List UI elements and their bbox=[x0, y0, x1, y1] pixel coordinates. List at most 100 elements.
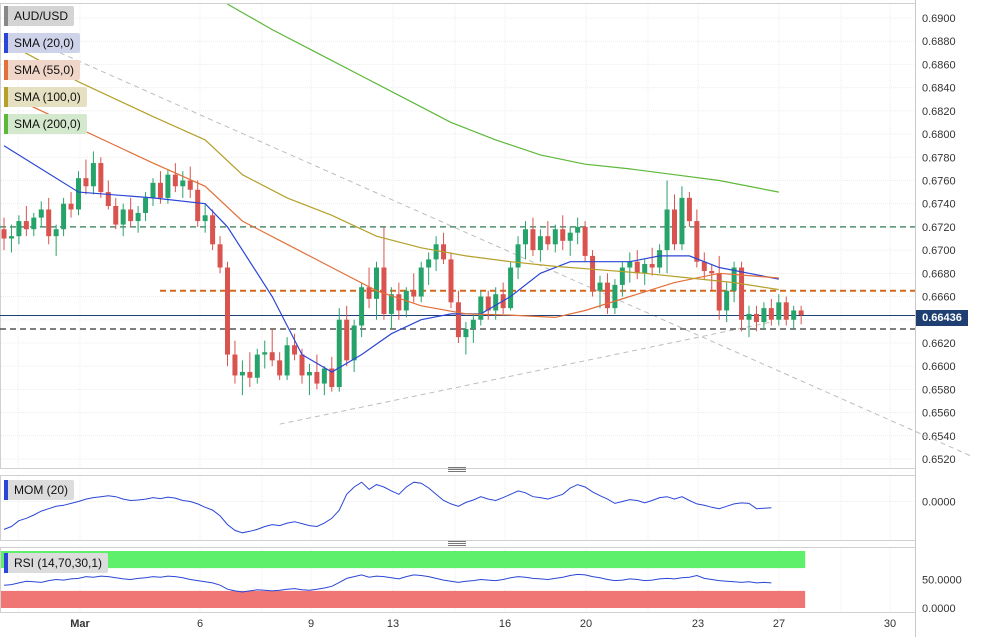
candle-body bbox=[731, 267, 737, 291]
candle bbox=[768, 298, 774, 326]
candle bbox=[83, 159, 89, 195]
candle-body bbox=[523, 229, 528, 245]
candle-body bbox=[262, 352, 268, 355]
candle-body bbox=[448, 259, 454, 303]
candle bbox=[701, 252, 707, 280]
candle bbox=[68, 192, 74, 218]
candle bbox=[724, 282, 730, 323]
candle-body bbox=[612, 284, 618, 309]
candle bbox=[329, 356, 335, 392]
candle bbox=[791, 305, 797, 330]
candle-body bbox=[537, 236, 543, 251]
candle-body bbox=[90, 163, 96, 187]
candle-body bbox=[582, 226, 588, 256]
y-tick-label: 0.6740 bbox=[922, 199, 956, 211]
candle-body bbox=[724, 290, 730, 311]
pane-resize-handle-2[interactable] bbox=[448, 541, 466, 546]
candle-body bbox=[46, 209, 52, 237]
candle bbox=[321, 366, 327, 396]
candle bbox=[433, 236, 439, 271]
y-tick-label: 0.6900 bbox=[922, 13, 956, 25]
symbol-label[interactable]: AUD/USD bbox=[4, 6, 75, 26]
candle-body bbox=[552, 229, 558, 245]
sma100-swatch bbox=[4, 87, 8, 107]
candle bbox=[776, 294, 782, 326]
candle-body bbox=[292, 345, 298, 355]
candle bbox=[746, 305, 752, 338]
candle-body bbox=[232, 354, 238, 376]
candle-body bbox=[619, 267, 625, 285]
rsi-line bbox=[3, 573, 772, 593]
legend-sma20-text: SMA (20,0) bbox=[14, 36, 75, 50]
candle bbox=[61, 197, 67, 237]
candle bbox=[165, 168, 171, 204]
candle bbox=[560, 215, 566, 251]
candle bbox=[783, 296, 789, 326]
mom-swatch bbox=[4, 480, 8, 500]
legend-sma55[interactable]: SMA (55,0) bbox=[4, 60, 81, 80]
candle-body bbox=[426, 259, 432, 268]
candle bbox=[761, 302, 767, 330]
legend-rsi[interactable]: RSI (14,70,30,1) bbox=[4, 553, 109, 573]
candle-body bbox=[381, 267, 387, 314]
candle-body bbox=[672, 209, 677, 245]
legend-sma20[interactable]: SMA (20,0) bbox=[4, 33, 81, 53]
candle bbox=[247, 352, 253, 388]
y-tick-label: 0.6620 bbox=[922, 338, 956, 350]
candle-body bbox=[351, 325, 357, 361]
candle-body bbox=[396, 294, 402, 311]
candle bbox=[694, 209, 700, 268]
candle-body bbox=[269, 352, 275, 361]
candle bbox=[232, 340, 238, 384]
candle bbox=[120, 203, 126, 237]
candle bbox=[567, 226, 573, 256]
candle-body bbox=[277, 360, 283, 376]
x-tick-label: 9 bbox=[308, 618, 314, 630]
candle-body bbox=[329, 368, 335, 388]
y-tick-label: 0.6540 bbox=[922, 431, 956, 443]
candle bbox=[709, 264, 715, 291]
candle bbox=[649, 247, 655, 276]
y-tick-label: 0.6560 bbox=[922, 408, 956, 420]
candle bbox=[366, 267, 372, 309]
candle-body bbox=[590, 255, 596, 291]
candle-body bbox=[284, 345, 290, 376]
candle bbox=[172, 163, 178, 193]
x-tick-label: 23 bbox=[692, 618, 704, 630]
legend-mom[interactable]: MOM (20) bbox=[4, 480, 74, 500]
rsi-oversold-band bbox=[1, 590, 806, 608]
mom-y-tick-label: 0.0000 bbox=[922, 496, 956, 508]
symbol-text: AUD/USD bbox=[14, 9, 69, 23]
candle bbox=[210, 209, 216, 251]
candle-body bbox=[418, 267, 424, 297]
candle bbox=[463, 322, 469, 355]
rsi-swatch bbox=[4, 553, 8, 573]
sma20-swatch bbox=[4, 33, 8, 53]
candle bbox=[1, 217, 7, 251]
symbol-swatch bbox=[4, 6, 8, 26]
candle-body bbox=[202, 215, 208, 222]
pane-resize-handle-1[interactable] bbox=[448, 467, 466, 472]
candle-body bbox=[336, 319, 342, 388]
candle bbox=[396, 282, 402, 320]
candle bbox=[582, 221, 588, 262]
legend-sma100[interactable]: SMA (100,0) bbox=[4, 87, 87, 107]
candle bbox=[478, 290, 484, 326]
candle-body bbox=[798, 310, 804, 316]
candle bbox=[530, 217, 536, 256]
candle-body bbox=[210, 215, 216, 245]
sma100-line bbox=[3, 40, 779, 291]
candle bbox=[627, 252, 633, 283]
legend-sma200[interactable]: SMA (200,0) bbox=[4, 114, 87, 134]
candle-body bbox=[128, 209, 134, 222]
candle-body bbox=[120, 209, 126, 225]
x-tick-label: Mar bbox=[70, 618, 90, 630]
candle bbox=[753, 305, 759, 332]
candle-body bbox=[433, 244, 439, 260]
candle bbox=[135, 206, 141, 233]
candle bbox=[403, 287, 409, 318]
candle bbox=[798, 305, 804, 325]
candle-body bbox=[38, 209, 44, 218]
